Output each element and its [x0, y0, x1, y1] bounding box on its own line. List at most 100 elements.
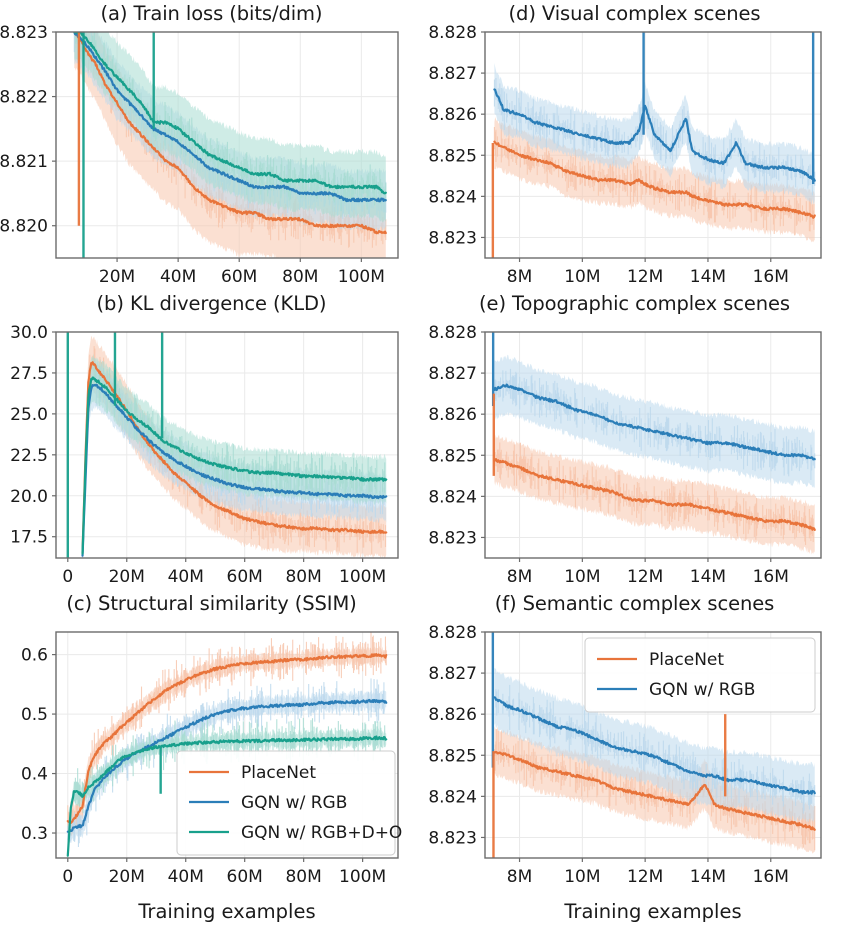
- xtick-label: 100M: [339, 867, 386, 887]
- ytick-label: 8.828: [428, 623, 477, 643]
- axes-frame: [484, 31, 822, 259]
- tick-labels: 8.820 8.821 8.822 8.823 20M 40M 60M 80M 100M: [0, 23, 385, 287]
- legend-label: GQN w/ RGB+D+O: [241, 823, 402, 843]
- ytick-label: 8.827: [428, 64, 477, 84]
- panel-a: (a) Train loss (bits/dim) 8.820 8.821 8.822…: [0, 0, 423, 290]
- line-gqn_rgbdo: [81, 376, 388, 555]
- xtick-label: 14M: [690, 867, 726, 887]
- ytick-label: 8.823: [0, 23, 48, 43]
- plot-area-e: 8.823 8.824 8.825 8.826 8.827 8.828 8M 10M 12M 14…: [428, 323, 822, 587]
- ytick-label: 8.828: [428, 323, 477, 343]
- axes-frame: [55, 331, 399, 559]
- xtick-label: 10M: [564, 567, 600, 587]
- panel-b: (b) KL divergence (KLD) 17.5 20.0 22.5 25.0 2…: [0, 290, 423, 590]
- ytick-label: 8.824: [428, 787, 477, 807]
- tick-labels: 17.5 20.0 22.5 25.0 27.5 30.0 0 20M 40M 60M 80M 100…: [10, 323, 386, 587]
- xtick-label: 40M: [168, 867, 204, 887]
- xtick-label: 16M: [753, 267, 789, 287]
- legend: PlaceNet GQN w/ RGB: [584, 637, 816, 713]
- axes-frame: [55, 631, 399, 859]
- line-gqn_rgb: [493, 383, 816, 461]
- line-gqn_rgb: [493, 88, 816, 182]
- ytick-label: 8.824: [428, 487, 477, 507]
- xtick-label: 40M: [160, 267, 196, 287]
- xtick-label: 12M: [627, 267, 663, 287]
- panel-title-d: (d) Visual complex scenes: [508, 2, 761, 25]
- line-placenet: [493, 458, 816, 531]
- legend-label: GQN w/ RGB: [241, 793, 347, 813]
- series-group: [66, 632, 388, 858]
- xtick-label: 80M: [285, 867, 321, 887]
- xtick-label: 40M: [168, 567, 204, 587]
- plot-area-c: 0.3 0.4 0.5 0.6 0 20M 40M 60M 80M 100M PlaceNet GQN…: [21, 631, 402, 887]
- xtick-label: 100M: [339, 567, 386, 587]
- ytick-label: 8.825: [428, 446, 477, 466]
- panel-title-c: (c) Structural similarity (SSIM): [66, 592, 357, 615]
- plot-area-b: 17.5 20.0 22.5 25.0 27.5 30.0 0 20M 40M 60M 80M 100…: [10, 323, 399, 587]
- legend-label: PlaceNet: [241, 763, 316, 783]
- line-gqn_rgbdo: [73, 32, 387, 195]
- panel-c: (c) Structural similarity (SSIM) 0.3 0.4 0.…: [0, 590, 423, 926]
- xtick-label: 0: [62, 867, 73, 887]
- ytick-label: 8.820: [0, 217, 48, 237]
- xtick-label: 16M: [753, 567, 789, 587]
- series-group: [491, 632, 816, 858]
- ytick-label: 0.4: [21, 765, 48, 785]
- ytick-label: 8.826: [428, 405, 477, 425]
- xtick-label: 14M: [690, 567, 726, 587]
- panel-title-a: (a) Train loss (bits/dim): [100, 2, 323, 25]
- ytick-label: 8.825: [428, 746, 477, 766]
- tick-labels: 8.823 8.824 8.825 8.826 8.827 8.828 8M 10M 12M 14…: [428, 623, 789, 887]
- axes-frame: [55, 31, 399, 259]
- ytick-label: 25.0: [10, 405, 48, 425]
- ytick-label: 8.826: [428, 705, 477, 725]
- plot-area-a: 8.820 8.821 8.822 8.823 20M 40M 60M 80M 100M: [0, 23, 399, 287]
- tick-labels: 8.823 8.824 8.825 8.826 8.827 8.828 8M 10M 12M 14…: [428, 23, 789, 287]
- line-gqn_rgb: [66, 698, 388, 833]
- xtick-label: 100M: [338, 267, 385, 287]
- line-placenet: [493, 750, 816, 831]
- xaxis-label-f: Training examples: [564, 900, 742, 923]
- xtick-label: 80M: [285, 567, 321, 587]
- xtick-label: 8M: [507, 567, 532, 587]
- ytick-label: 8.825: [428, 146, 477, 166]
- panel-title-f: (f) Semantic complex scenes: [494, 592, 775, 615]
- panel-title-e: (e) Topographic complex scenes: [479, 292, 790, 315]
- ytick-label: 0.5: [21, 705, 48, 725]
- ytick-label: 30.0: [10, 323, 48, 343]
- xtick-label: 60M: [227, 567, 263, 587]
- ytick-label: 0.6: [21, 646, 48, 666]
- panel-e: (e) Topographic complex scenes 8.823 8.824…: [423, 290, 846, 590]
- panel-f: (f) Semantic complex scenes 8.823 8.824 8.8…: [423, 590, 846, 926]
- xtick-label: 20M: [99, 267, 135, 287]
- legend-label: PlaceNet: [649, 650, 724, 670]
- xtick-label: 8M: [507, 267, 532, 287]
- panel-d: (d) Visual complex scenes 8.823 8.824 8.825…: [423, 0, 846, 290]
- xtick-label: 60M: [227, 867, 263, 887]
- ytick-label: 0.3: [21, 824, 48, 844]
- tick-labels: 0.3 0.4 0.5 0.6 0 20M 40M 60M 80M 100M: [21, 646, 386, 887]
- ytick-label: 27.5: [10, 364, 48, 384]
- line-gqn_rgb: [73, 32, 387, 203]
- line-placenet: [73, 32, 387, 235]
- xtick-label: 16M: [753, 867, 789, 887]
- noise-gqn_rgb: [494, 368, 816, 480]
- plot-area-f: 8.823 8.824 8.825 8.826 8.827 8.828 8M 10M 12M 14…: [428, 623, 822, 887]
- ytick-label: 17.5: [10, 528, 48, 548]
- ytick-label: 8.823: [428, 528, 477, 548]
- ytick-label: 8.824: [428, 187, 477, 207]
- xtick-label: 10M: [564, 867, 600, 887]
- ytick-label: 8.823: [428, 228, 477, 248]
- xtick-label: 12M: [627, 567, 663, 587]
- ytick-label: 8.826: [428, 105, 477, 125]
- ytick-label: 22.5: [10, 446, 48, 466]
- xtick-label: 10M: [564, 267, 600, 287]
- panel-title-b: (b) KL divergence (KLD): [96, 292, 327, 315]
- plot-area-d: 8.823 8.824 8.825 8.826 8.827 8.828 8M 10M 12M 14…: [428, 23, 822, 287]
- ytick-label: 8.823: [428, 828, 477, 848]
- axes-frame: [484, 331, 822, 559]
- line-placenet: [493, 140, 816, 219]
- xtick-label: 0: [62, 567, 73, 587]
- xtick-label: 60M: [221, 267, 257, 287]
- ytick-label: 8.827: [428, 664, 477, 684]
